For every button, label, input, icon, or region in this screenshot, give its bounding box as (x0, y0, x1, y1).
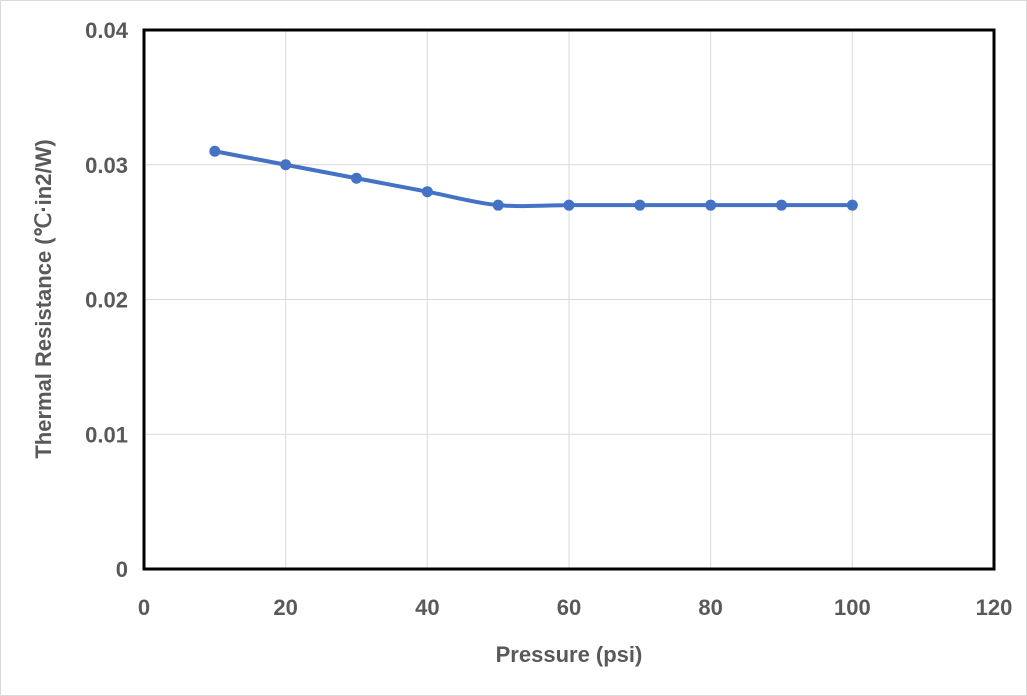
x-tick-label: 60 (557, 595, 581, 620)
data-point (209, 145, 221, 157)
data-point (705, 199, 717, 211)
data-point (846, 199, 858, 211)
x-tick-label: 40 (415, 595, 439, 620)
x-tick-label: 20 (273, 595, 297, 620)
data-point (351, 172, 362, 184)
series-line (212, 149, 855, 209)
x-tick-label: 100 (834, 595, 871, 620)
x-tick-label: 120 (976, 595, 1013, 620)
x-tick-label: 80 (698, 595, 722, 620)
data-point (421, 186, 433, 198)
x-tick-label: 0 (138, 595, 150, 620)
data-point (492, 199, 504, 211)
data-point (563, 199, 575, 211)
x-axis-title: Pressure (psi) (496, 642, 643, 667)
y-tick-label: 0.04 (85, 18, 129, 43)
y-tick-label: 0.03 (85, 153, 128, 178)
series-layer (209, 145, 858, 211)
gridlines (144, 30, 994, 569)
data-point (280, 159, 292, 171)
y-axis-title: Thermal Resistance (℃·in2/W) (31, 139, 56, 458)
y-tick-label: 0.02 (85, 288, 128, 313)
y-tick-label: 0.01 (85, 422, 128, 447)
data-point (776, 199, 787, 211)
y-axis-ticks: 0 0.01 0.02 0.03 0.04 (85, 18, 129, 582)
x-axis-ticks: 0 20 40 60 80 100 120 (138, 595, 1012, 620)
plot-area-border (142, 28, 996, 571)
y-tick-label: 0 (116, 557, 128, 582)
data-point (634, 199, 646, 211)
